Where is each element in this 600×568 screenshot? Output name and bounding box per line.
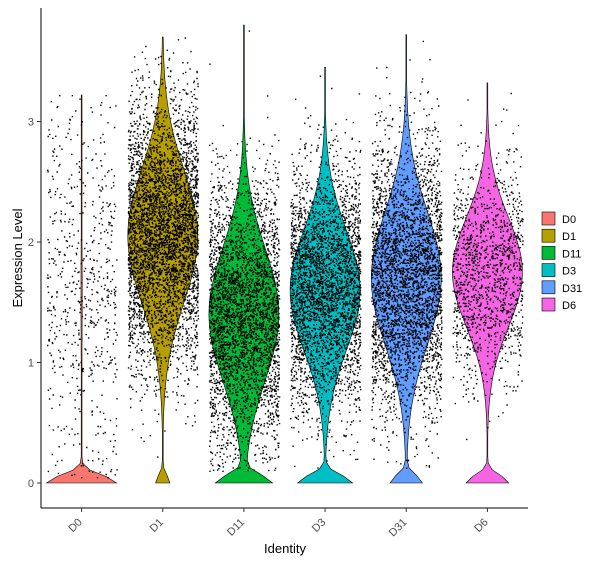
points-d1 xyxy=(127,37,200,458)
x-tick-label: D11 xyxy=(225,516,247,538)
legend-key-d0 xyxy=(541,211,556,226)
legend-label: D0 xyxy=(562,214,576,226)
legend-label: D11 xyxy=(562,248,581,260)
y-tick-label: 1 xyxy=(28,358,34,370)
points-d11 xyxy=(208,30,281,473)
legend-key-d11 xyxy=(541,246,556,260)
jitter-points-layer xyxy=(46,30,524,479)
legend-label: D3 xyxy=(562,266,576,278)
violins-layer xyxy=(45,24,523,484)
y-axis-title: Expression Level xyxy=(10,208,25,307)
y-tick-label: 0 xyxy=(28,478,34,490)
y-tick-label: 2 xyxy=(28,237,34,249)
legend-label: D1 xyxy=(562,231,576,243)
legend-key-d31 xyxy=(541,280,556,295)
points-d3 xyxy=(290,75,362,469)
legend-label: D6 xyxy=(562,300,576,312)
x-axis-title: Identity xyxy=(264,541,306,556)
y-tick-label: 3 xyxy=(28,117,34,129)
violin-d0 xyxy=(45,94,118,484)
x-tick-label: D31 xyxy=(387,516,410,539)
legend-key-d1 xyxy=(541,228,556,243)
y-axis-ticks: 0 1 2 3 xyxy=(28,117,41,490)
legend: D0 D1 D11 D3 D31 D6 xyxy=(541,211,582,312)
points-d31 xyxy=(371,40,443,469)
legend-key-d3 xyxy=(541,263,556,277)
x-tick-label: D0 xyxy=(66,516,84,534)
points-d6 xyxy=(452,92,524,441)
legend-key-d6 xyxy=(541,297,556,312)
legend-label: D31 xyxy=(562,283,582,295)
x-tick-label: D3 xyxy=(310,516,328,534)
violin-d6 xyxy=(452,82,523,484)
x-axis-ticks: D0 D1 D11 D3 D31 D6 xyxy=(66,508,491,539)
x-tick-label: D6 xyxy=(472,516,490,534)
x-tick-label: D1 xyxy=(148,516,166,534)
